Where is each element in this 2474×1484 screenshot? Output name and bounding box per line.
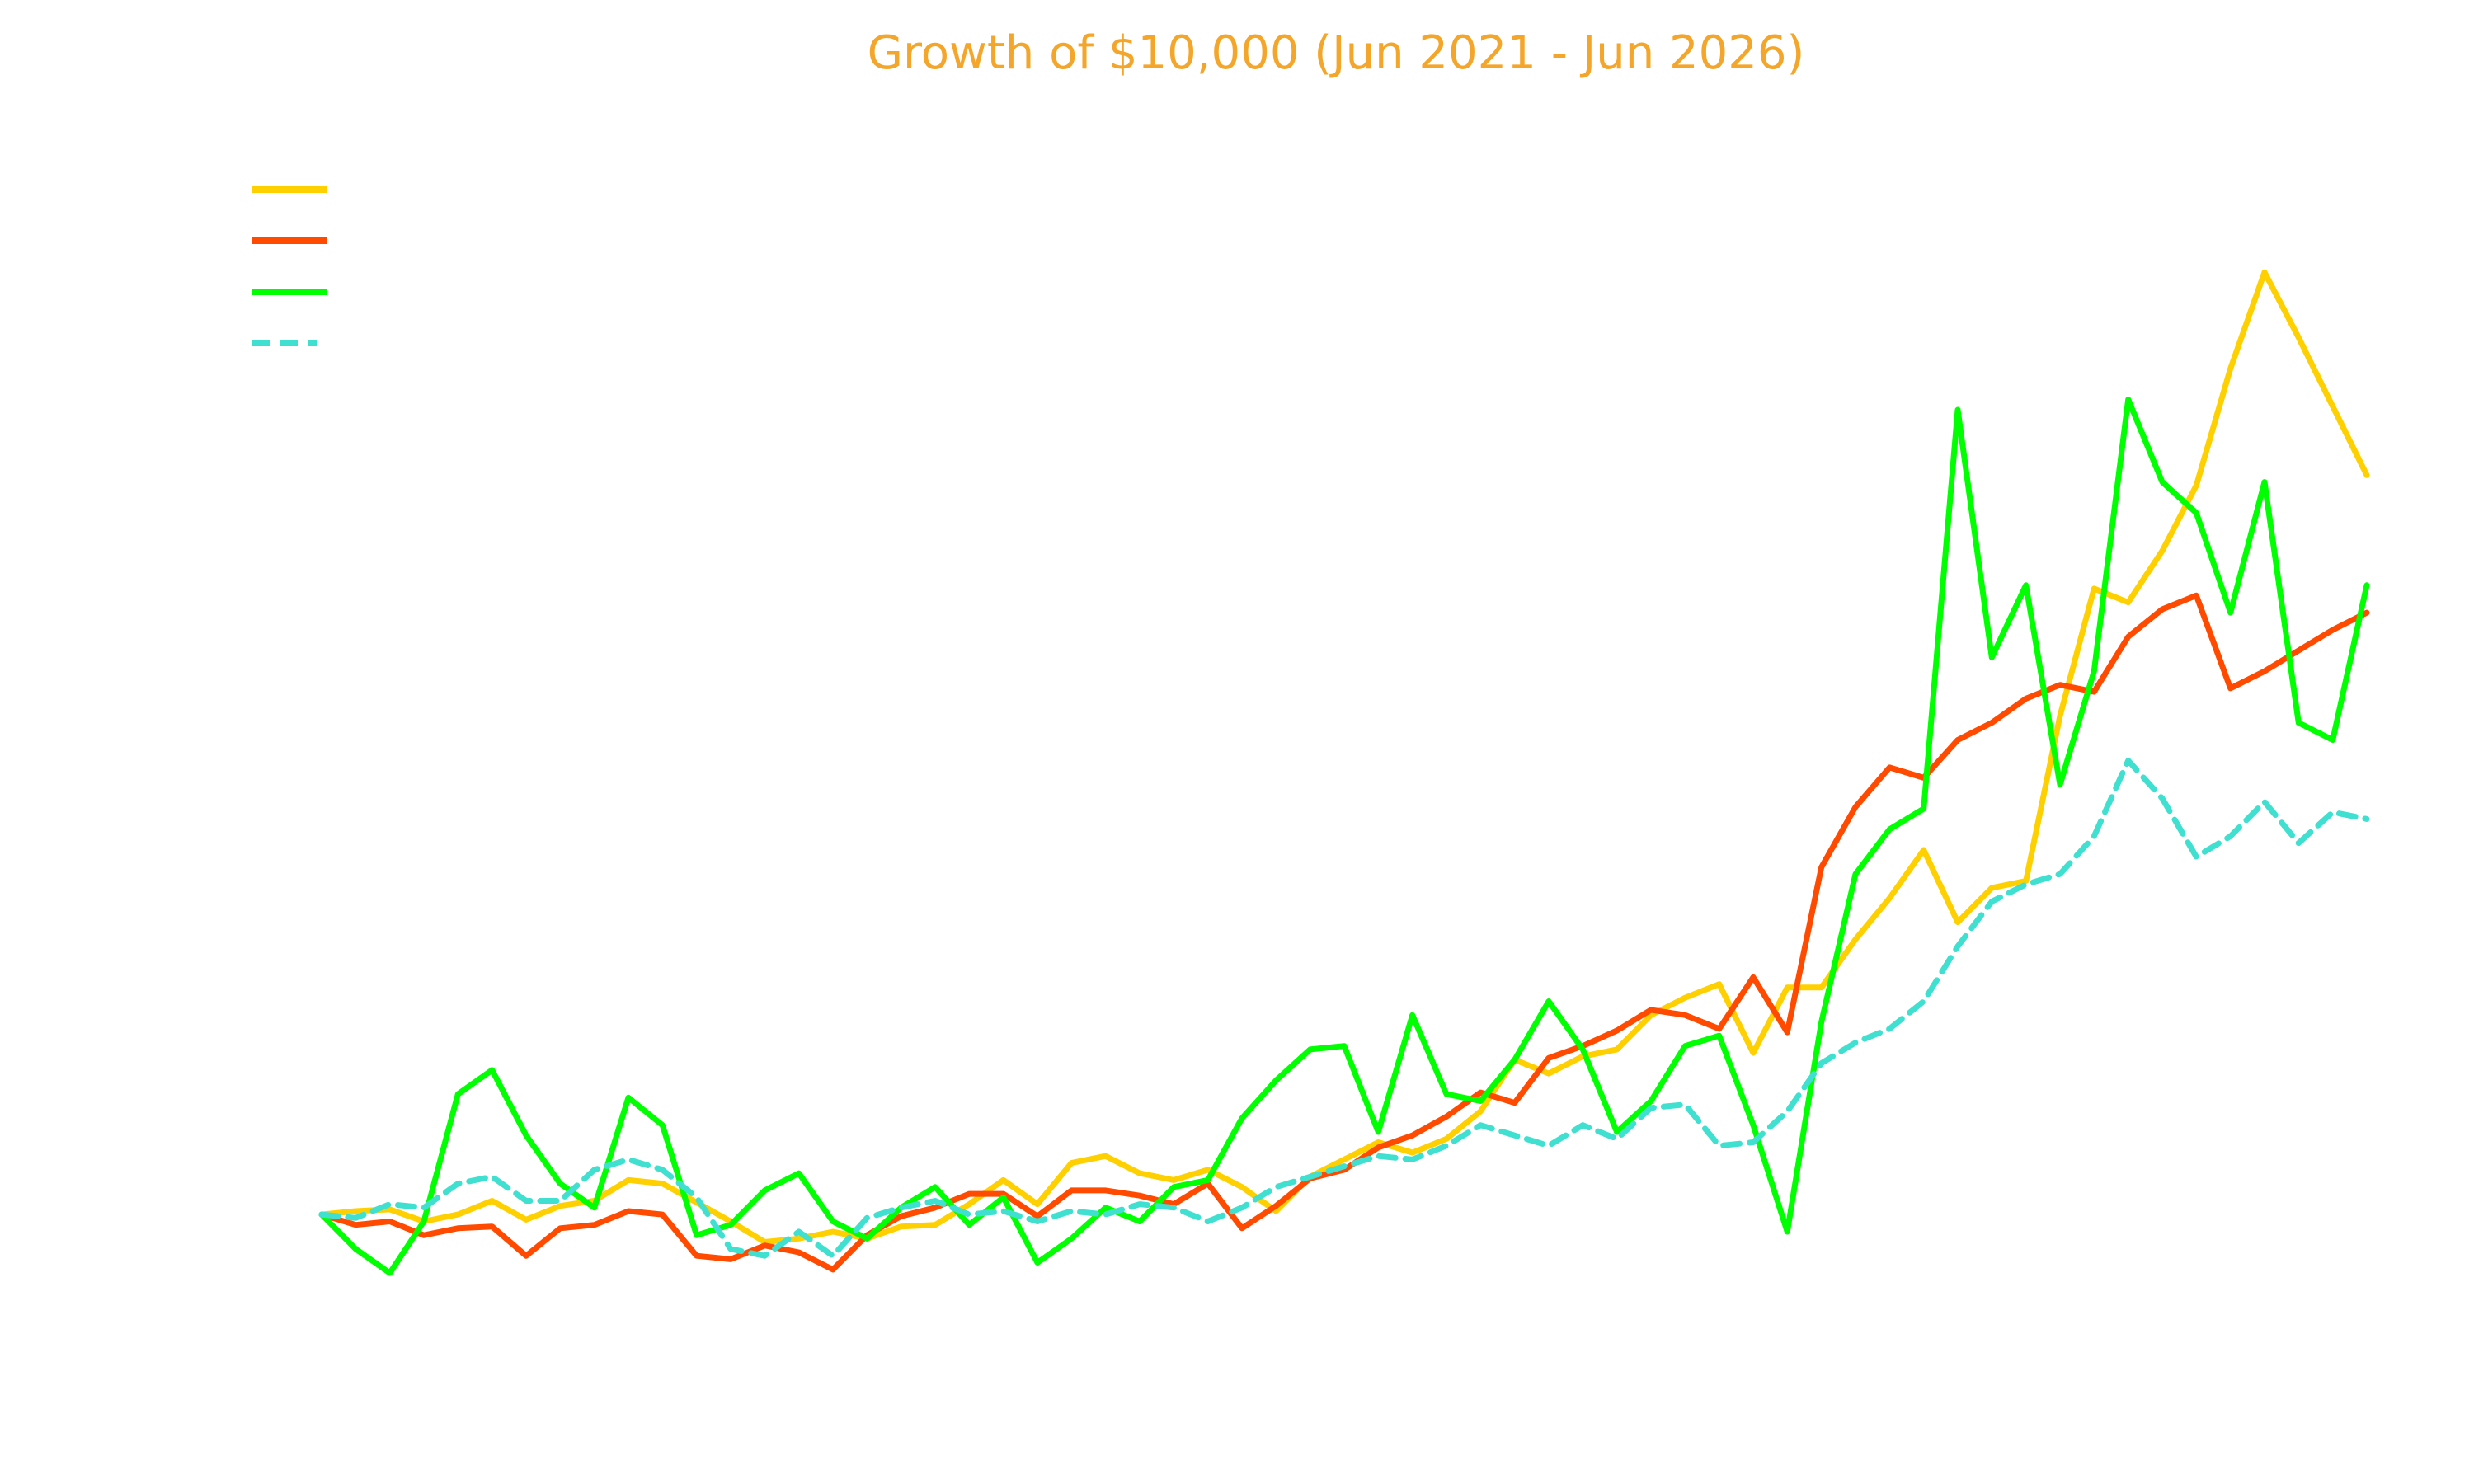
series-line-3 [318,397,2370,1276]
series-layer [318,269,2370,1276]
legend [252,186,327,346]
series-line-1 [318,269,2370,1245]
chart-title: Growth of $10,000 (Jun 2021 - Jun 2026) [867,26,1805,80]
series-line-2 [318,592,2370,1273]
series-line-4 [318,758,2370,1259]
